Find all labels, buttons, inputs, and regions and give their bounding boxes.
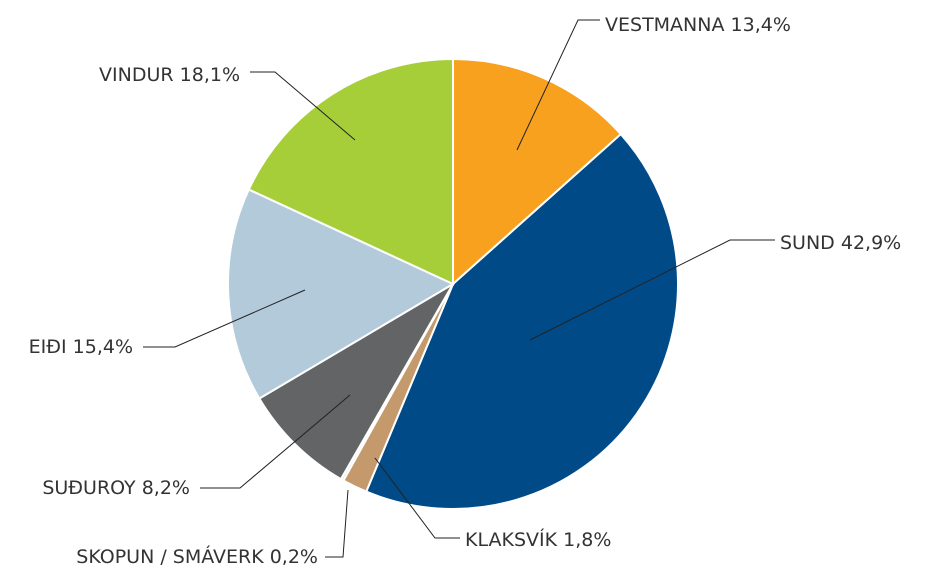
leader-line — [516, 19, 600, 151]
pie-slice — [227, 188, 456, 400]
slice-name: SUND — [780, 232, 835, 254]
leader-line — [374, 457, 460, 539]
slice-value: 42,9% — [841, 232, 901, 254]
leader-line — [200, 394, 351, 489]
slice-label: VINDUR 18,1% — [99, 64, 240, 86]
slice-name: VINDUR — [99, 64, 174, 86]
slice-label: SUÐUROY 8,2% — [42, 477, 190, 499]
slice-value: 1,8% — [563, 529, 611, 551]
slice-name: VESTMANNA — [605, 14, 724, 36]
slice-label: SKOPUN / SMÁVERK 0,2% — [76, 545, 318, 568]
slice-value: 0,2% — [270, 546, 318, 568]
leader-line — [529, 239, 775, 341]
slice-value: 13,4% — [731, 14, 791, 36]
slice-value: 8,2% — [142, 477, 190, 499]
slice-name: SUÐUROY — [42, 477, 136, 499]
slice-value: 15,4% — [73, 336, 133, 358]
leader-line — [250, 71, 356, 141]
pie-slice — [247, 57, 454, 286]
slice-label: KLAKSVÍK 1,8% — [465, 528, 611, 551]
slice-name: SKOPUN / SMÁVERK — [76, 545, 264, 568]
slice-label: SUND 42,9% — [780, 232, 901, 254]
slice-name: EIÐI — [29, 336, 67, 358]
slice-name: KLAKSVÍK — [465, 528, 558, 551]
leader-line — [325, 489, 349, 558]
slice-label: VESTMANNA 13,4% — [605, 14, 791, 36]
pie-slice — [364, 132, 679, 510]
slice-label: EIÐI 15,4% — [29, 336, 133, 358]
pie-slice — [452, 57, 623, 287]
leader-line — [143, 289, 306, 348]
slice-value: 18,1% — [180, 64, 240, 86]
